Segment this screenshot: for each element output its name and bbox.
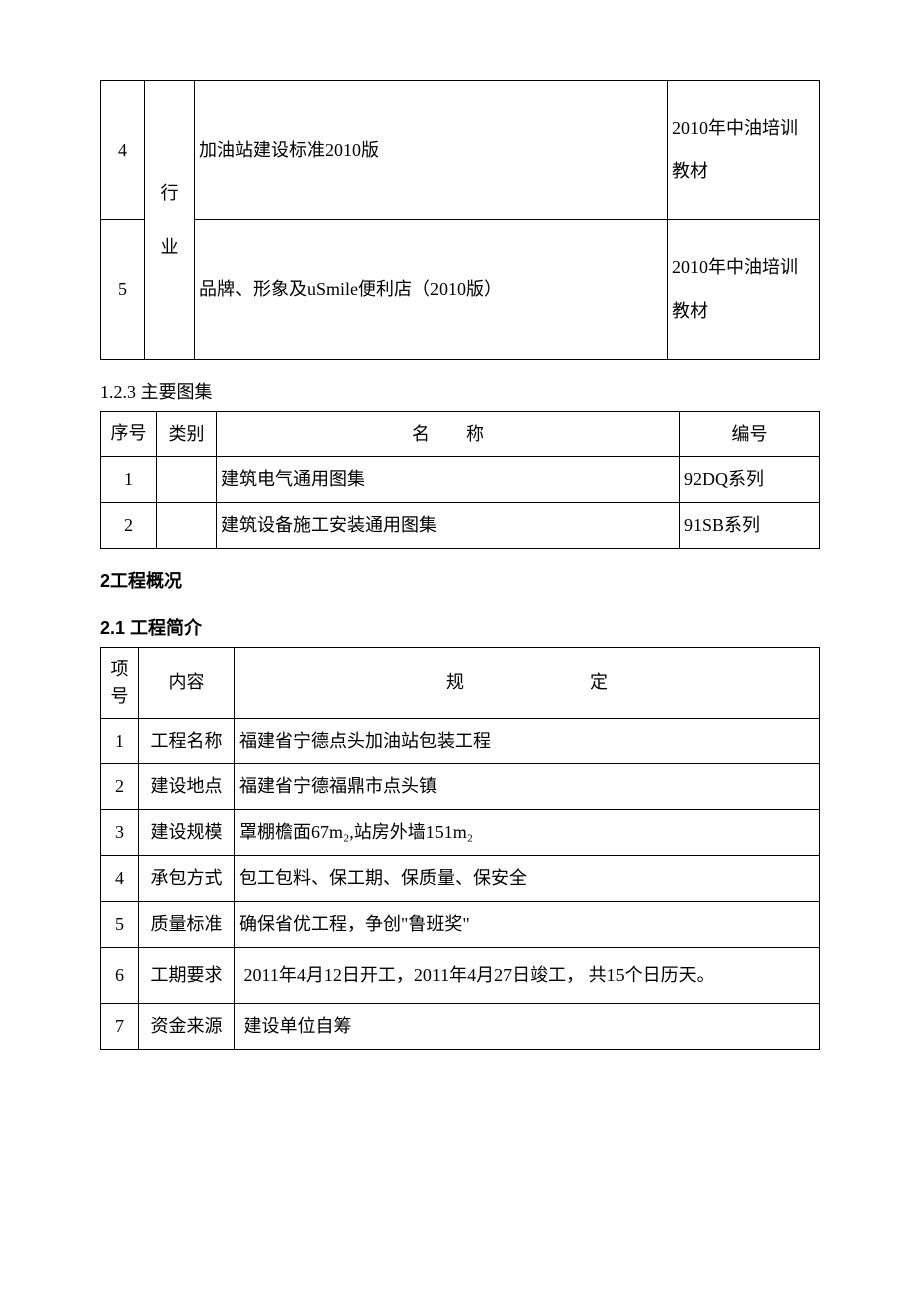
val-cell: 福建省宁德点头加油站包装工程 (235, 718, 820, 764)
row-number: 2 (101, 764, 139, 810)
table-row: 5 质量标准 确保省优工程，争创"鲁班奖" (101, 901, 820, 947)
section-2-heading: 2工程概况 (100, 567, 820, 596)
row-number: 4 (101, 855, 139, 901)
cat-cell (157, 457, 217, 503)
val-cell: 确保省优工程，争创"鲁班奖" (235, 901, 820, 947)
table-row: 1 建筑电气通用图集 92DQ系列 (101, 457, 820, 503)
category-top: 行 (161, 183, 179, 203)
section-21-heading: 2.1 工程简介 (100, 614, 820, 643)
label-cell: 建设规模 (139, 810, 235, 856)
atlas-table: 序号 类别 名 称 编号 1 建筑电气通用图集 92DQ系列 2 建筑设备施工安… (100, 411, 820, 549)
table-row: 2 建筑设备施工安装通用图集 91SB系列 (101, 503, 820, 549)
desc-cell: 建筑设备施工安装通用图集 (217, 503, 680, 549)
industry-table: 4 行 业 加油站建设标准2010版 2010年中油培训教材 5 品牌、形象及u… (100, 80, 820, 360)
code-cell: 91SB系列 (680, 503, 820, 549)
table-row: 7 资金来源 建设单位自筹 (101, 1004, 820, 1050)
project-table: 项号 内容 规 定 1 工程名称 福建省宁德点头加油站包装工程 2 建设地点 福… (100, 647, 820, 1050)
val-cell: 福建省宁德福鼎市点头镇 (235, 764, 820, 810)
table-row: 3 建设规模 罩棚檐面67m₂,站房外墙151m₂ (101, 810, 820, 856)
label-cell: 资金来源 (139, 1004, 235, 1050)
table-row: 5 品牌、形象及uSmile便利店（2010版） 2010年中油培训教材 (101, 220, 820, 359)
row-number: 3 (101, 810, 139, 856)
label-cell: 工期要求 (139, 947, 235, 1004)
header-rule: 规 定 (235, 647, 820, 718)
row-number: 1 (101, 718, 139, 764)
cat-cell (157, 503, 217, 549)
label-cell: 承包方式 (139, 855, 235, 901)
row-number: 5 (101, 220, 145, 359)
label-cell: 工程名称 (139, 718, 235, 764)
section-123-heading: 1.2.3 主要图集 (100, 378, 820, 407)
note-cell: 2010年中油培训教材 (668, 81, 820, 220)
header-cat: 类别 (157, 411, 217, 457)
row-number: 5 (101, 901, 139, 947)
header-num: 项号 (101, 647, 139, 718)
table-row: 1 工程名称 福建省宁德点头加油站包装工程 (101, 718, 820, 764)
header-content: 内容 (139, 647, 235, 718)
label-cell: 质量标准 (139, 901, 235, 947)
desc-cell: 建筑电气通用图集 (217, 457, 680, 503)
row-number: 6 (101, 947, 139, 1004)
val-cell: 包工包料、保工期、保质量、保安全 (235, 855, 820, 901)
desc-cell: 品牌、形象及uSmile便利店（2010版） (195, 220, 668, 359)
category-bottom: 业 (161, 237, 179, 257)
header-code: 编号 (680, 411, 820, 457)
category-cell: 行 业 (145, 81, 195, 360)
table-header-row: 项号 内容 规 定 (101, 647, 820, 718)
label-cell: 建设地点 (139, 764, 235, 810)
table-header-row: 序号 类别 名 称 编号 (101, 411, 820, 457)
val-cell: 2011年4月12日开工，2011年4月27日竣工， 共15个日历天。 (235, 947, 820, 1004)
row-number: 7 (101, 1004, 139, 1050)
header-name: 名 称 (217, 411, 680, 457)
row-number: 1 (101, 457, 157, 503)
code-cell: 92DQ系列 (680, 457, 820, 503)
note-cell: 2010年中油培训教材 (668, 220, 820, 359)
val-cell: 罩棚檐面67m₂,站房外墙151m₂ (235, 810, 820, 856)
row-number: 4 (101, 81, 145, 220)
row-number: 2 (101, 503, 157, 549)
table-row: 2 建设地点 福建省宁德福鼎市点头镇 (101, 764, 820, 810)
table-row: 4 承包方式 包工包料、保工期、保质量、保安全 (101, 855, 820, 901)
table-row: 4 行 业 加油站建设标准2010版 2010年中油培训教材 (101, 81, 820, 220)
desc-cell: 加油站建设标准2010版 (195, 81, 668, 220)
table-row: 6 工期要求 2011年4月12日开工，2011年4月27日竣工， 共15个日历… (101, 947, 820, 1004)
val-cell: 建设单位自筹 (235, 1004, 820, 1050)
header-num: 序号 (101, 411, 157, 457)
